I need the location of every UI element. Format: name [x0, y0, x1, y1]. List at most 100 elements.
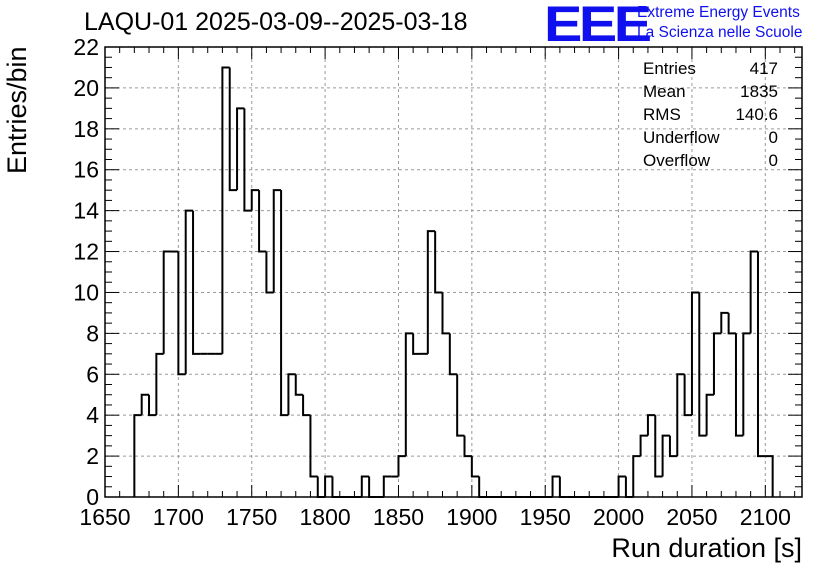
y-tick-label: 18 [73, 116, 99, 142]
stat-label-overflow: Overflow [643, 151, 711, 170]
histogram-bin [397, 455, 406, 477]
histogram-bin [382, 475, 392, 497]
histogram-bin [177, 251, 186, 376]
histogram-bin [478, 476, 487, 498]
histogram-bin [661, 434, 670, 477]
histogram-bin [632, 455, 641, 497]
histogram-bin [404, 332, 414, 457]
histogram-bin [624, 476, 634, 498]
chart-title: LAQU-01 2025-03-09--2025-03-18 [84, 8, 468, 36]
x-tick-label: 2100 [740, 504, 791, 530]
plot-frame [104, 46, 803, 498]
histogram-bin [272, 189, 282, 293]
histogram-bin [712, 332, 722, 395]
histogram-bin [236, 107, 245, 191]
stat-value-rms: 140.6 [735, 105, 778, 124]
histogram-bin [280, 190, 289, 417]
x-tick-label: 1800 [300, 504, 351, 530]
histogram-bin [551, 475, 560, 497]
histogram-bin [558, 476, 568, 498]
stat-value-mean: 1835 [740, 82, 778, 101]
x-tick-label: 1700 [153, 504, 204, 530]
y-tick-label: 14 [73, 198, 99, 224]
tick-labels: 1650 1700 1750 1800 1850 1900 1950 2000 2050 2100… [73, 34, 790, 530]
stat-label-entries: Entries [643, 59, 696, 78]
logo-line-2: La Scienza nelle Scuole [637, 24, 803, 41]
y-tick-label: 4 [86, 402, 99, 428]
stat-value-overflow: 0 [768, 151, 778, 170]
x-tick-label: 2050 [666, 504, 717, 530]
histogram-bin [617, 475, 626, 497]
histogram-bin [258, 190, 267, 253]
histogram-bin [184, 209, 194, 375]
histogram-bin [727, 312, 736, 335]
histogram-bin [368, 476, 377, 498]
y-tick-label: 2 [86, 443, 99, 469]
histogram-bin [316, 476, 326, 498]
y-tick-label: 20 [73, 75, 99, 101]
histogram-bin [690, 291, 700, 416]
histogram-bin [434, 231, 443, 294]
histogram-bin [668, 435, 678, 458]
histogram-bin [309, 415, 318, 478]
histogram-bin [250, 189, 260, 211]
histogram-bin [470, 456, 480, 478]
histogram-bin [765, 455, 774, 497]
x-tick-label: 2000 [593, 504, 644, 530]
histogram-bin [228, 67, 238, 192]
histogram-bin [265, 251, 274, 294]
y-tick-label: 8 [86, 320, 99, 346]
histogram-bin [441, 292, 450, 335]
histogram-bin [463, 435, 472, 458]
histogram-bin [683, 374, 692, 417]
histogram-bin [639, 434, 648, 457]
x-tick-label: 1850 [373, 504, 424, 530]
histogram-bin [654, 415, 663, 478]
histogram-bin [456, 374, 465, 437]
histogram-bin [749, 250, 758, 334]
x-tick-label: 1750 [226, 504, 277, 530]
histogram-bin [155, 352, 164, 416]
histogram-bin [698, 292, 707, 437]
x-axis-title: Run duration [s] [611, 533, 802, 563]
grid-lines [105, 47, 802, 497]
stat-label-rms: RMS [643, 105, 681, 124]
axis-ticks [104, 46, 802, 498]
histogram-bin [676, 373, 685, 457]
histogram-bin [294, 374, 304, 396]
histogram-bin [287, 373, 296, 416]
stat-label-underflow: Underflow [643, 128, 720, 147]
histogram-bin [140, 393, 150, 416]
histogram-bin [705, 393, 714, 436]
histogram-bin [148, 394, 157, 417]
histogram-bin [360, 475, 370, 497]
x-tick-label: 1950 [520, 504, 571, 530]
histogram-bin [162, 250, 172, 354]
histogram-bin [412, 333, 421, 355]
y-axis-title: Entries/bin [2, 46, 32, 174]
x-tick-label: 1900 [446, 504, 497, 530]
x-tick-label: 1650 [79, 504, 130, 530]
y-tick-label: 6 [86, 361, 99, 387]
logo-line-1: Extreme Energy Events [637, 4, 800, 21]
histogram-bin [221, 66, 230, 354]
y-tick-label: 0 [86, 484, 99, 510]
histogram-bin [302, 394, 311, 417]
histogram-bin [756, 251, 766, 458]
histogram-bin [324, 475, 333, 497]
histogram-bin [742, 332, 751, 436]
histogram-bin [646, 414, 656, 436]
histogram-bin [192, 210, 201, 355]
histogram-bin [448, 333, 458, 376]
y-tick-label: 16 [73, 157, 99, 183]
y-tick-label: 22 [73, 34, 99, 60]
stat-value-underflow: 0 [768, 128, 778, 147]
histogram-bin [331, 476, 340, 498]
stat-value-entries: 417 [749, 59, 778, 78]
stat-label-mean: Mean [643, 82, 686, 101]
histogram-bin [426, 230, 436, 354]
histogram-bin [133, 414, 142, 497]
histogram-bin [734, 333, 744, 437]
y-tick-label: 10 [73, 279, 99, 305]
